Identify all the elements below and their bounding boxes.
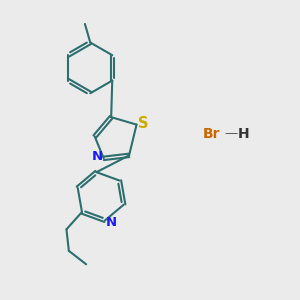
Text: —: —: [225, 127, 238, 140]
Text: N: N: [105, 216, 116, 229]
Text: H: H: [237, 127, 249, 141]
Text: N: N: [92, 150, 103, 164]
Text: S: S: [138, 116, 148, 130]
Text: Br: Br: [202, 127, 220, 141]
